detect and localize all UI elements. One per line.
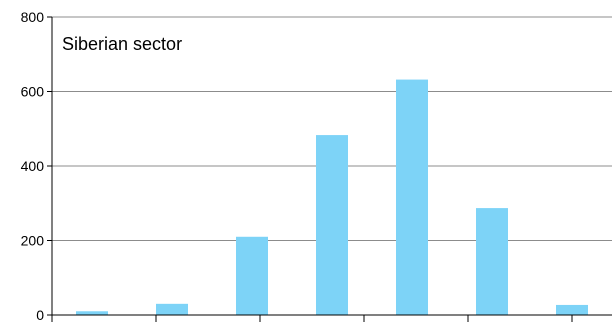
chart-title: Siberian sector — [62, 34, 182, 54]
axes — [47, 16, 612, 322]
y-tick-label-4: 800 — [21, 9, 45, 25]
y-tick-label-3: 600 — [21, 84, 45, 100]
bar-5 — [476, 208, 508, 315]
bars — [76, 79, 588, 315]
bar-2 — [236, 236, 268, 315]
bar-0 — [76, 311, 108, 315]
bar-1 — [156, 303, 188, 315]
bar-6 — [556, 304, 588, 315]
y-axis-tick-labels: 0 200 400 600 800 — [21, 9, 45, 323]
y-tick-label-1: 200 — [21, 233, 45, 249]
bar-3 — [316, 135, 348, 315]
y-tick-label-0: 0 — [36, 307, 44, 323]
y-tick-label-2: 400 — [21, 158, 45, 174]
bar-4 — [396, 79, 428, 315]
